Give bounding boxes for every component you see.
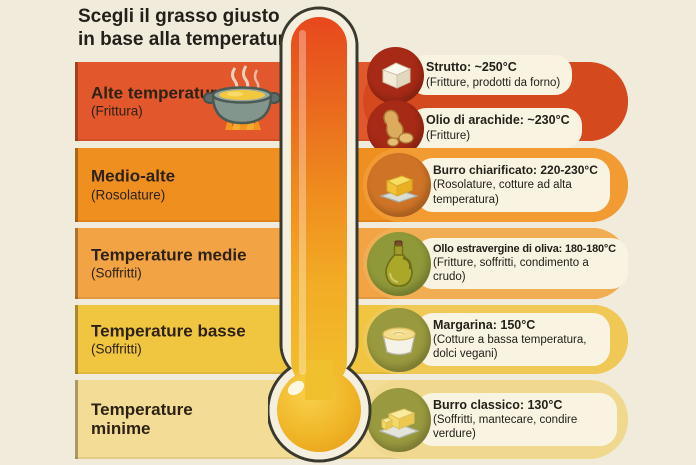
fat-pill: Olio di arachide: ~230°C (Fritture) <box>409 108 582 148</box>
band-label: Temperature basse <box>91 321 246 341</box>
band-label: Temperature minime <box>91 399 193 438</box>
fat-pill: Burro classico: 130°C (Soffritti, mantec… <box>416 392 617 447</box>
title-line-1: Scegli il grasso giusto <box>78 6 280 27</box>
fat-pill: Strutto: ~250°C (Fritture, prodotti da f… <box>409 55 573 95</box>
band-label: Medio-alte <box>91 166 176 186</box>
fat-entry-burro-chiarificato: Burro chiarificato: 220-230°C (Rosolatur… <box>367 153 610 217</box>
fat-name: Burro classico: 130°C <box>433 397 563 412</box>
fat-name: Ollo estravergine di oliva: 180-180°C <box>433 242 616 255</box>
fat-entries: Strutto: ~250°C (Fritture, prodotti da f… <box>367 46 582 157</box>
fat-entry-margarina: Margarina: 150°C (Cotture a bassa temper… <box>367 307 610 372</box>
fat-entries: Burro chiarificato: 220-230°C (Rosolatur… <box>367 153 610 217</box>
band-sublabel: (Soffritti) <box>91 341 142 357</box>
fat-entry-burro-classico: Burro classico: 130°C (Soffritti, mantec… <box>367 387 617 452</box>
butter-dish-icon <box>367 387 431 452</box>
fat-uses: (Rosolature, cotture ad alta temperatura… <box>433 179 572 206</box>
thermometer-icon <box>268 6 372 463</box>
band-label: Alte temperature <box>91 83 227 103</box>
butter-block-icon <box>367 153 431 217</box>
margarine-tub-icon <box>367 307 431 372</box>
fat-entry-strutto: Strutto: ~250°C (Fritture, prodotti da f… <box>367 46 582 104</box>
page-title: Scegli il grasso giusto in base alla tem… <box>78 5 296 51</box>
band-label: Temperature medie <box>91 245 247 265</box>
fat-uses: (Fritture) <box>426 129 471 142</box>
fat-entries: Margarina: 150°C (Cotture a bassa temper… <box>367 307 610 372</box>
band-labels: Temperature medie (Soffritti) <box>91 245 247 282</box>
band-labels: Alte temperature (Frittura) <box>91 83 226 120</box>
band-labels: Temperature basse (Soffritti) <box>91 321 246 358</box>
band-labels: Temperature minime <box>91 399 199 439</box>
band-sublabel: (Frittura) <box>91 103 143 119</box>
band-labels: Medio-alte (Rosolature) <box>91 167 175 204</box>
fat-entry-olio-oliva: Ollo estravergine di oliva: 180-180°C (F… <box>367 231 628 296</box>
fat-entries: Burro classico: 130°C (Soffritti, mantec… <box>367 387 617 452</box>
fat-pill: Margarina: 150°C (Cotture a bassa temper… <box>416 312 610 367</box>
fat-uses: (Cotture a bassa temperatura, dolci vega… <box>433 334 587 361</box>
title-line-2: in base alla temperatura <box>78 29 296 51</box>
fat-uses: (Fritture, soffritti, condimento a crudo… <box>433 257 589 284</box>
oil-bottle-icon <box>367 231 431 296</box>
fat-name: Strutto: ~250°C <box>426 60 517 75</box>
fat-pill: Burro chiarificato: 220-230°C (Rosolatur… <box>416 158 610 212</box>
lard-cube-icon <box>367 46 424 104</box>
band-sublabel: (Soffritti) <box>91 265 142 281</box>
fat-uses: (Soffritti, mantecare, condire verdure) <box>433 414 578 441</box>
band-sublabel: (Rosolature) <box>91 187 166 203</box>
fat-name: Margarina: 150°C <box>433 317 536 332</box>
fat-name: Olio di arachide: ~230°C <box>426 113 570 128</box>
fat-pill: Ollo estravergine di oliva: 180-180°C (F… <box>416 237 628 290</box>
fat-entries: Ollo estravergine di oliva: 180-180°C (F… <box>367 231 628 296</box>
fat-uses: (Fritture, prodotti da forno) <box>426 76 561 89</box>
peanuts-icon <box>367 99 424 157</box>
fat-name: Burro chiarificato: 220-230°C <box>433 163 598 178</box>
fat-entry-arachide: Olio di arachide: ~230°C (Fritture) <box>367 99 582 157</box>
cooking-pot-icon <box>203 65 281 130</box>
